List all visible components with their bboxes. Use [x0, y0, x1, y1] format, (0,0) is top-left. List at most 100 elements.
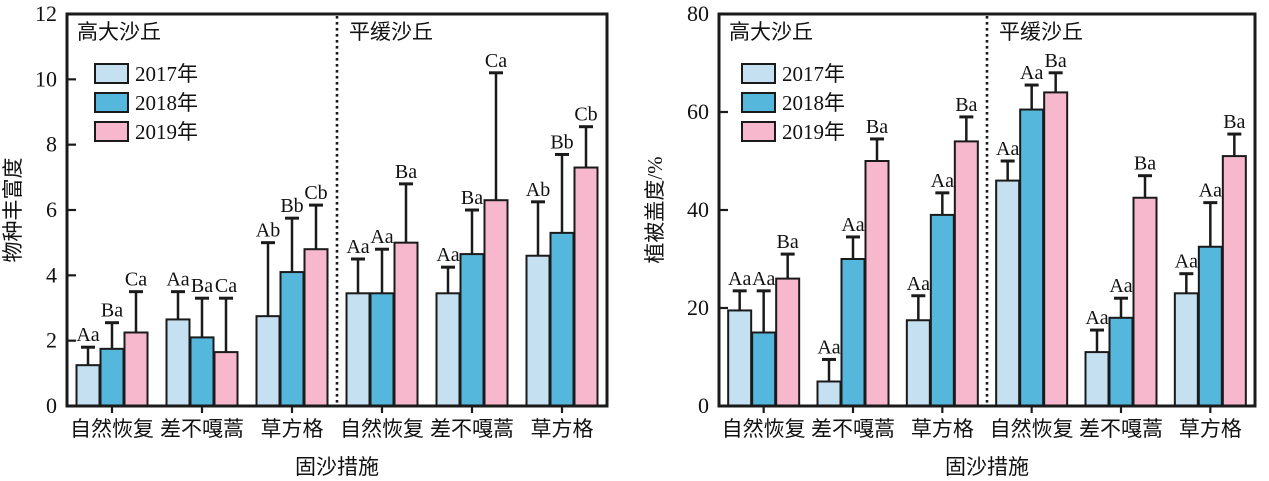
- legend-swatch: [741, 63, 776, 84]
- y-tick-label: 4: [46, 262, 57, 287]
- significance-label: Ba: [101, 300, 123, 322]
- y-axis-title: 物种丰富度: [1, 158, 25, 263]
- legend-label: 2019年: [782, 120, 845, 144]
- bar-species-richness-g5-s1: [435, 292, 461, 407]
- bar-vegetation-coverage-g3-s1: [905, 319, 931, 407]
- legend-label: 2019年: [135, 120, 198, 144]
- significance-label: Ba: [955, 94, 977, 116]
- y-tick-label: 2: [46, 328, 57, 353]
- y-tick-label: 80: [687, 1, 709, 26]
- bar-vegetation-coverage-g1-s2: [751, 331, 777, 407]
- region-label-gentle-dunes: 平缓沙丘: [999, 20, 1083, 44]
- bar-vegetation-coverage-g5-s1: [1084, 351, 1110, 408]
- bar-vegetation-coverage-g2-s3: [864, 160, 890, 407]
- significance-label: Aa: [1175, 251, 1198, 273]
- bar-vegetation-coverage-g1-s1: [727, 309, 753, 408]
- bar-species-richness-g3-s3: [303, 248, 329, 407]
- category-label: 自然恢复: [990, 417, 1074, 441]
- category-label: 草方格: [531, 417, 594, 441]
- significance-label: Aa: [1199, 180, 1222, 202]
- bar-vegetation-coverage-g2-s1: [816, 380, 842, 407]
- plot-frame: [717, 12, 1257, 408]
- category-label: 草方格: [911, 417, 974, 441]
- significance-label: Aa: [841, 214, 864, 236]
- y-tick-label: 10: [35, 66, 57, 91]
- y-tick-label: 12: [35, 1, 57, 26]
- bar-vegetation-coverage-g4-s3: [1043, 91, 1069, 408]
- bar-species-richness-g6-s3: [573, 166, 599, 407]
- legend-swatch: [741, 92, 776, 113]
- y-tick-label: 60: [687, 99, 709, 124]
- bar-vegetation-coverage-g4-s2: [1019, 108, 1045, 408]
- bar-species-richness-g2-s2: [189, 336, 215, 407]
- significance-label: Aa: [1085, 307, 1108, 329]
- bar-vegetation-coverage-g6-s2: [1197, 245, 1223, 407]
- bar-species-richness-g5-s2: [459, 253, 485, 407]
- significance-label: Aa: [370, 226, 393, 248]
- bar-species-richness-g1-s3: [123, 331, 149, 407]
- y-axis-title: 植被盖度/%: [643, 156, 667, 263]
- bar-species-richness-g4-s2: [369, 292, 395, 407]
- significance-label: Aa: [752, 268, 775, 290]
- legend-label: 2018年: [135, 91, 198, 115]
- legend-label: 2017年: [135, 62, 198, 86]
- legend-swatch: [94, 63, 129, 84]
- y-tick-label: 40: [687, 197, 709, 222]
- y-tick-label: 20: [687, 295, 709, 320]
- bar-vegetation-coverage-g2-s2: [840, 258, 866, 407]
- significance-label: Aa: [996, 138, 1019, 160]
- significance-label: Aa: [931, 170, 954, 192]
- significance-label: Aa: [1109, 275, 1132, 297]
- category-label: 自然恢复: [340, 417, 424, 441]
- category-label: 草方格: [261, 417, 324, 441]
- significance-label: Aa: [907, 273, 930, 295]
- significance-label: Cb: [574, 104, 597, 126]
- region-label-gentle-dunes: 平缓沙丘: [349, 20, 433, 44]
- category-label: 自然恢复: [722, 417, 806, 441]
- category-label: 差不嘎蒿: [160, 417, 244, 441]
- category-label: 差不嘎蒿: [811, 417, 895, 441]
- category-label: 草方格: [1179, 417, 1242, 441]
- significance-label: Aa: [817, 336, 840, 358]
- category-label: 差不嘎蒿: [1079, 417, 1163, 441]
- legend-label: 2018年: [782, 91, 845, 115]
- category-label: 自然恢复: [70, 417, 154, 441]
- significance-label: Ba: [191, 275, 213, 297]
- bar-species-richness-g4-s1: [345, 292, 371, 407]
- bar-vegetation-coverage-g5-s2: [1108, 316, 1134, 407]
- significance-label: Ba: [395, 161, 417, 183]
- bar-species-richness-g3-s1: [255, 315, 281, 407]
- legend-label: 2017年: [782, 62, 845, 86]
- x-axis-title: 固沙措施: [295, 455, 379, 479]
- significance-label: Aa: [166, 269, 189, 291]
- legend-swatch: [741, 121, 776, 142]
- significance-label: Cb: [304, 182, 327, 204]
- bar-vegetation-coverage-g6-s3: [1221, 155, 1247, 407]
- bar-species-richness-g1-s1: [75, 364, 101, 407]
- bar-species-richness-g2-s1: [165, 318, 191, 407]
- significance-label: Ba: [866, 116, 888, 138]
- y-tick-label: 8: [46, 132, 57, 157]
- significance-label: Bb: [550, 131, 573, 153]
- bar-vegetation-coverage-g3-s2: [929, 213, 955, 407]
- significance-label: Ba: [1134, 153, 1156, 175]
- significance-label: Ba: [1223, 111, 1245, 133]
- bar-species-richness-g2-s3: [213, 351, 239, 408]
- bar-species-richness-g4-s3: [393, 241, 419, 407]
- significance-label: Aa: [728, 268, 751, 290]
- significance-label: Ba: [461, 187, 483, 209]
- region-label-tall-dunes: 高大沙丘: [729, 20, 813, 44]
- bar-vegetation-coverage-g1-s3: [775, 277, 801, 408]
- bar-species-richness-g6-s2: [549, 231, 575, 407]
- significance-label: Ab: [526, 179, 550, 201]
- bar-species-richness-g3-s2: [279, 271, 305, 408]
- significance-label: Aa: [1020, 62, 1043, 84]
- significance-label: Aa: [436, 244, 459, 266]
- y-tick-label: 6: [46, 197, 57, 222]
- significance-label: Ca: [485, 50, 507, 72]
- y-tick-label: 0: [698, 393, 709, 418]
- plot-frame: [65, 12, 609, 408]
- y-tick-label: 0: [46, 393, 57, 418]
